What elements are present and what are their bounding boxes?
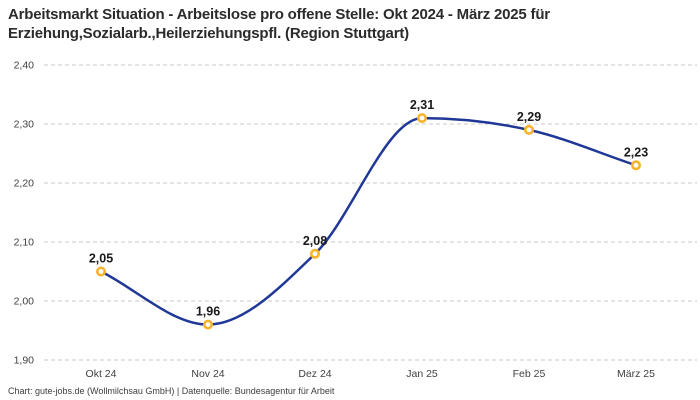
data-point-marker [309,248,320,259]
y-axis-tick-label: 2,30 [14,119,35,131]
x-axis-tick-label: Dez 24 [298,368,331,380]
x-axis-tick-label: Okt 24 [86,368,117,380]
data-point-label: 2,31 [410,98,434,112]
series-line [99,116,638,326]
data-point-marker [630,160,641,171]
data-point-label: 2,29 [517,110,541,124]
data-point-marker [523,124,534,135]
y-axis-tick-label: 2,00 [14,296,35,308]
data-point-label: 2,08 [303,234,327,248]
y-axis-tick-label: 2,20 [14,178,35,190]
data-point-marker [96,266,107,277]
chart-title: Arbeitsmarkt Situation - Arbeitslose pro… [8,6,550,42]
x-axis-tick-label: März 25 [617,368,655,380]
y-axis-tick-label: 2,40 [14,60,35,72]
data-point-label: 2,23 [624,145,648,159]
x-axis-tick-label: Jan 25 [406,368,438,380]
x-axis-tick-label: Nov 24 [191,368,224,380]
x-axis-tick-label: Feb 25 [513,368,546,380]
data-point-marker [416,113,427,124]
chart-footer: Chart: gute-jobs.de (Wollmilchsau GmbH) … [8,386,335,396]
y-axis-tick-label: 2,10 [14,237,35,249]
data-point-marker [203,319,214,330]
data-point-label: 1,96 [196,305,220,319]
data-point-label: 2,05 [89,252,113,266]
y-axis-tick-label: 1,90 [14,355,35,367]
